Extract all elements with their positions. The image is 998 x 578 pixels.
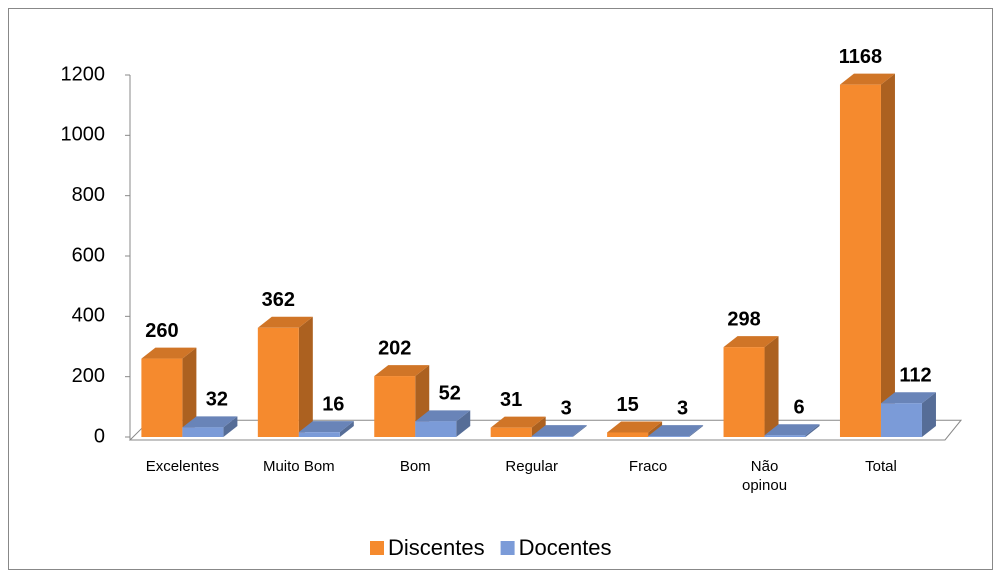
bar-front (374, 376, 416, 437)
bar-side (880, 73, 895, 438)
bar (298, 421, 354, 437)
bar-front (839, 84, 881, 438)
data-label: 3 (677, 397, 688, 419)
bar-side (223, 416, 238, 437)
data-label: 3 (561, 397, 572, 419)
legend-swatch (500, 541, 515, 555)
bar-side (921, 392, 936, 437)
bar (764, 424, 820, 437)
bar-front (880, 403, 922, 437)
bar-front (141, 358, 183, 437)
y-tick-label: 1000 (61, 124, 106, 146)
bar (182, 416, 238, 437)
bar-front (531, 436, 573, 437)
data-label: 6 (793, 396, 804, 418)
data-label: 1168 (839, 46, 882, 68)
bar-top (648, 425, 704, 437)
x-tick-label: Muito Bom (263, 458, 335, 475)
bar-front (298, 432, 340, 437)
data-label: 15 (616, 394, 638, 416)
bar (723, 336, 779, 437)
bar-side (689, 425, 704, 437)
data-label: 52 (439, 383, 461, 405)
bar (531, 425, 587, 437)
bar-side (339, 421, 354, 437)
bar-top (298, 421, 354, 433)
bar-front (415, 421, 457, 437)
bar-top (607, 421, 663, 433)
bar-side (572, 425, 587, 437)
y-tick-label: 600 (72, 244, 105, 266)
data-label: 112 (899, 364, 931, 386)
bar-top (257, 316, 313, 328)
x-tick-label: Bom (400, 458, 431, 475)
data-label: 362 (262, 289, 295, 311)
bar-front (607, 432, 649, 437)
bar (839, 73, 895, 438)
bar-top (839, 73, 895, 85)
bar-top (531, 425, 587, 437)
x-tick-label: Fraco (629, 458, 667, 475)
x-tick-label: Excelentes (146, 458, 219, 475)
y-tick-label: 800 (72, 184, 105, 206)
data-label: 260 (145, 320, 178, 342)
bar-top (374, 365, 430, 377)
y-tick-label: 1200 (61, 63, 106, 85)
bar (141, 347, 197, 437)
x-tick-label: Regular (505, 458, 558, 475)
x-tick-label: Total (865, 458, 897, 475)
bar-front (490, 427, 532, 437)
data-label: 31 (500, 389, 522, 411)
bar-top (141, 347, 197, 359)
bar-top (182, 416, 238, 428)
bar (490, 416, 546, 437)
y-tick-label: 200 (72, 365, 105, 387)
bar-front (723, 347, 765, 437)
legend-swatch (370, 541, 384, 555)
bar-front (257, 327, 299, 437)
bar-side (764, 336, 779, 437)
bar-side (805, 424, 820, 437)
y-tick-label: 0 (94, 425, 105, 447)
bar-front (764, 435, 806, 437)
bar-side (531, 416, 546, 437)
bar-front (182, 427, 224, 437)
data-label: 298 (727, 308, 760, 330)
bar (648, 425, 704, 437)
legend-label: Docentes (519, 535, 612, 560)
bar (607, 421, 663, 437)
x-tick-label: Não opinou (742, 458, 787, 494)
legend-label: Discentes (388, 535, 485, 560)
bar-side (648, 421, 663, 437)
bar-top (764, 424, 820, 436)
bar (257, 316, 313, 437)
bar-side (298, 316, 313, 437)
bar-top (490, 416, 546, 428)
bar (415, 410, 471, 437)
chart-border (8, 8, 993, 570)
bar-top (415, 410, 471, 422)
data-label: 32 (206, 389, 228, 411)
bar-front (648, 436, 690, 437)
bar-side (456, 410, 471, 437)
bar-top (880, 392, 936, 404)
data-label: 202 (378, 337, 411, 359)
data-label: 16 (322, 393, 344, 415)
bar (880, 392, 936, 437)
y-tick-label: 400 (72, 305, 105, 327)
bar-side (182, 347, 197, 437)
bar-top (723, 336, 779, 348)
